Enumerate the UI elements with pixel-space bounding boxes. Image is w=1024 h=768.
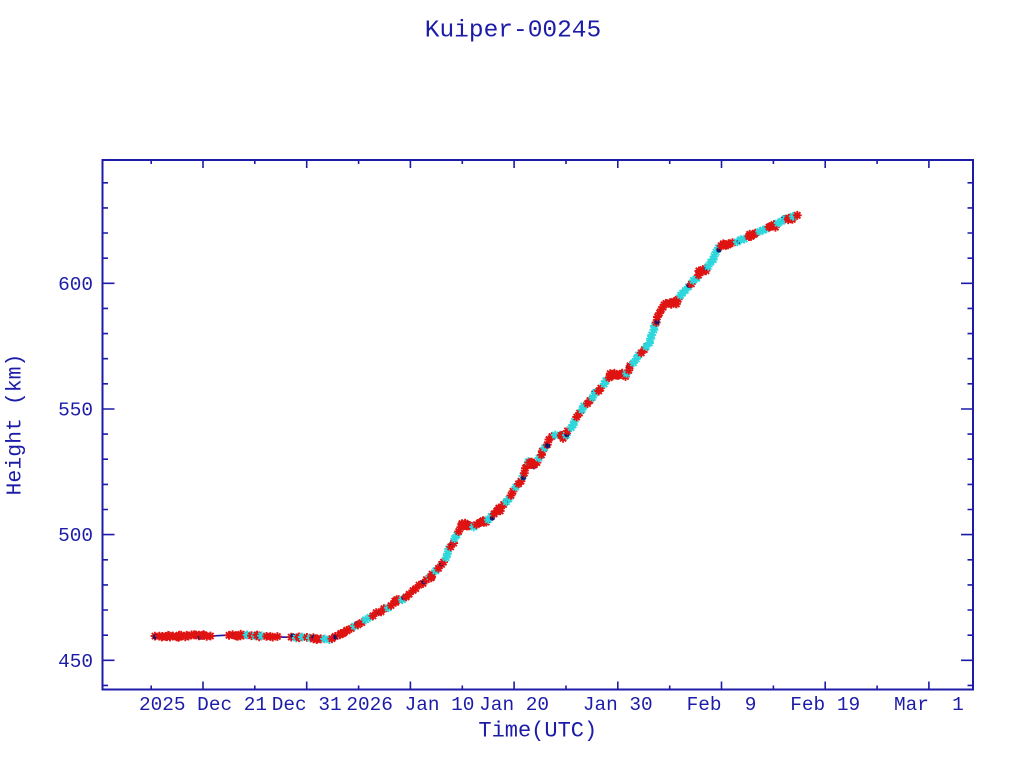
svg-text:600: 600 (58, 274, 93, 296)
svg-text:2025 Dec 21: 2025 Dec 21 (139, 694, 267, 716)
svg-text:Time(UTC): Time(UTC) (478, 719, 597, 744)
svg-text:450: 450 (58, 651, 93, 673)
svg-text:Kuiper-00245: Kuiper-00245 (425, 18, 601, 45)
svg-text:Dec 31: Dec 31 (272, 694, 342, 716)
svg-text:500: 500 (58, 525, 93, 547)
svg-text:550: 550 (58, 400, 93, 422)
svg-text:Jan 30: Jan 30 (583, 694, 653, 716)
svg-text:Height (km): Height (km) (4, 354, 28, 496)
svg-text:Mar 1: Mar 1 (894, 694, 964, 716)
svg-text:Feb 19: Feb 19 (790, 694, 860, 716)
svg-text:2026 Jan 10: 2026 Jan 10 (346, 694, 474, 716)
svg-text:Jan 20: Jan 20 (479, 694, 549, 716)
svg-text:Feb 9: Feb 9 (687, 694, 757, 716)
